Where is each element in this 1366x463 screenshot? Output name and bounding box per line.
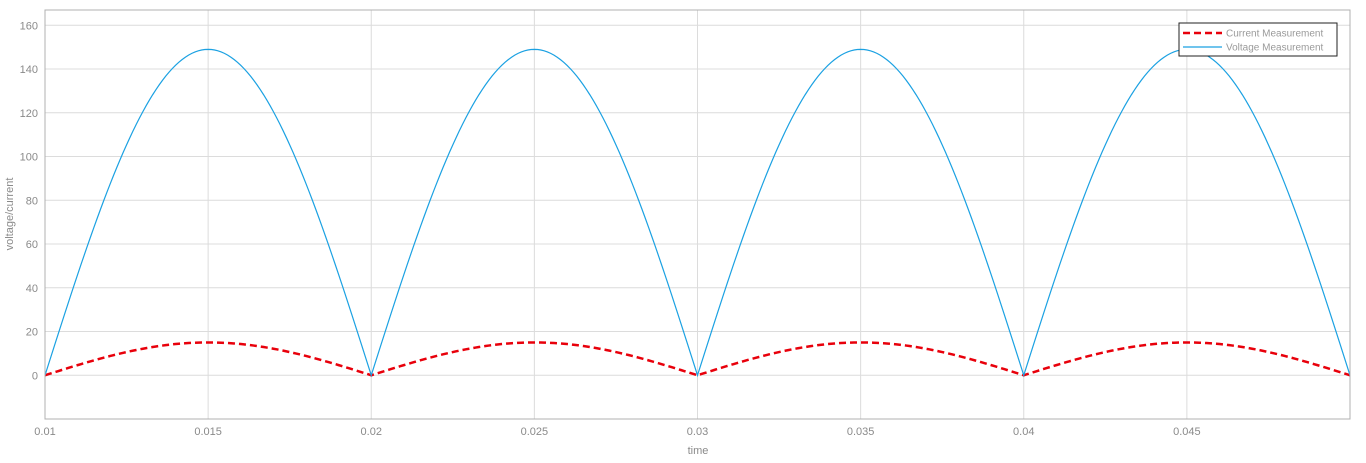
- y-tick-label: 20: [26, 327, 38, 339]
- y-tick-label: 160: [20, 20, 38, 32]
- y-tick-label: 140: [20, 64, 38, 76]
- y-tick-label: 120: [20, 108, 38, 120]
- y-tick-label: 100: [20, 152, 38, 164]
- y-tick-label: 0: [32, 370, 38, 382]
- legend-box: [1178, 22, 1338, 57]
- series-lines: [44, 48, 1351, 378]
- y-tick-labels: 0 20 40 60 80 100 120 140 160: [20, 20, 38, 382]
- x-tick-label: 0.025: [521, 426, 549, 438]
- x-tick-label: 0.01: [34, 426, 55, 438]
- legend: Current Measurement Voltage Measurement: [1178, 22, 1338, 57]
- x-tick-label: 0.035: [847, 426, 875, 438]
- x-tick-label: 0.03: [687, 426, 708, 438]
- x-tick-label: 0.04: [1013, 426, 1034, 438]
- x-axis-title: time: [688, 445, 709, 457]
- y-tick-label: 40: [26, 283, 38, 295]
- voltage-measurement-line: [44, 48, 1351, 378]
- legend-current-label: Current Measurement: [1226, 29, 1323, 40]
- legend-voltage-label: Voltage Measurement: [1226, 43, 1324, 54]
- x-tick-label: 0.02: [361, 426, 382, 438]
- grid-lines: [44, 10, 1350, 419]
- x-tick-labels: 0.01 0.015 0.02 0.025 0.03 0.035 0.04 0.045: [34, 426, 1200, 438]
- current-measurement-line: [44, 341, 1351, 377]
- y-tick-label: 80: [26, 195, 38, 207]
- x-tick-label: 0.015: [194, 426, 222, 438]
- y-axis-title: voltage/current: [4, 178, 16, 251]
- plot-frame: [44, 9, 1351, 420]
- y-tick-label: 60: [26, 239, 38, 251]
- x-tick-label: 0.045: [1173, 426, 1201, 438]
